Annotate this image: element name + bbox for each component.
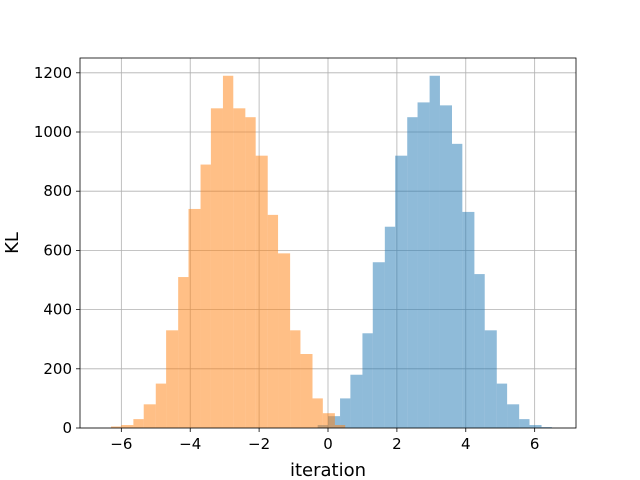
x-axis-title: iteration — [290, 460, 366, 480]
y-tick-label: 1200 — [34, 64, 72, 82]
histogram-bar-series-1 — [429, 75, 440, 428]
y-tick-label: 1000 — [34, 123, 72, 141]
histogram-bars — [111, 75, 552, 429]
histogram-bar-series-2 — [155, 383, 167, 428]
histogram-bar-series-2 — [312, 398, 323, 428]
y-tick-label: 400 — [43, 301, 72, 319]
histogram-bar-series-1 — [529, 425, 542, 428]
y-tick-label: 600 — [43, 241, 72, 259]
histogram-bar-series-1 — [384, 226, 396, 428]
histogram-bar-series-2 — [143, 404, 156, 428]
histogram-bar-series-1 — [452, 143, 463, 428]
histogram-bar-series-1 — [439, 105, 452, 429]
histogram-bar-series-2 — [178, 277, 189, 428]
histogram-bar-series-1 — [407, 117, 418, 428]
y-tick-label: 800 — [43, 182, 72, 200]
x-tick-label: 0 — [323, 435, 333, 453]
histogram-bar-series-1 — [541, 427, 552, 428]
histogram-bar-series-1 — [340, 398, 351, 428]
histogram-bar-series-2 — [111, 426, 122, 428]
x-tick-label: −2 — [248, 435, 270, 453]
histogram-bar-series-2 — [188, 208, 201, 428]
x-tick-label: −6 — [110, 435, 132, 453]
histogram-bar-series-1 — [507, 404, 520, 428]
histogram-bar-series-2 — [166, 330, 179, 428]
histogram-bar-series-2 — [233, 108, 246, 428]
histogram-bar-series-2 — [278, 253, 291, 428]
histogram-bar-series-1 — [474, 274, 485, 428]
y-tick-label: 0 — [62, 419, 72, 437]
histogram-bar-series-1 — [362, 333, 373, 428]
histogram-bar-series-1 — [519, 419, 530, 428]
x-tick-label: 2 — [392, 435, 402, 453]
histogram-bar-series-1 — [462, 211, 475, 428]
histogram-bar-series-1 — [372, 262, 385, 428]
x-tick-label: 6 — [530, 435, 540, 453]
histogram-bar-series-2 — [334, 425, 346, 428]
histogram-bar-series-1 — [350, 374, 363, 428]
y-axis-title: KL — [2, 232, 23, 254]
axis-ticks: −6 −4 −2 0 2 4 6 0 200 400 600 800 1000 1200 — [34, 64, 540, 453]
x-tick-label: −4 — [179, 435, 201, 453]
histogram-bar-series-2 — [121, 425, 134, 428]
histogram-bar-series-2 — [222, 75, 234, 428]
histogram-bar-series-1 — [417, 102, 430, 429]
histogram-bar-series-2 — [290, 330, 301, 428]
histogram-bar-series-2 — [210, 108, 223, 428]
histogram-bar-series-1 — [484, 330, 497, 428]
x-tick-label: 4 — [461, 435, 471, 453]
histogram-bar-series-2 — [300, 354, 313, 428]
histogram-bar-series-2 — [133, 419, 144, 428]
histogram-bar-series-1 — [395, 155, 408, 428]
histogram-bar-series-2 — [322, 413, 335, 428]
y-tick-label: 200 — [43, 360, 72, 378]
histogram-bar-series-2 — [267, 214, 279, 428]
histogram-bar-series-2 — [245, 117, 256, 428]
histogram-bar-series-2 — [255, 155, 268, 428]
histogram-bar-series-1 — [496, 383, 508, 428]
histogram-bar-series-2 — [200, 164, 211, 428]
